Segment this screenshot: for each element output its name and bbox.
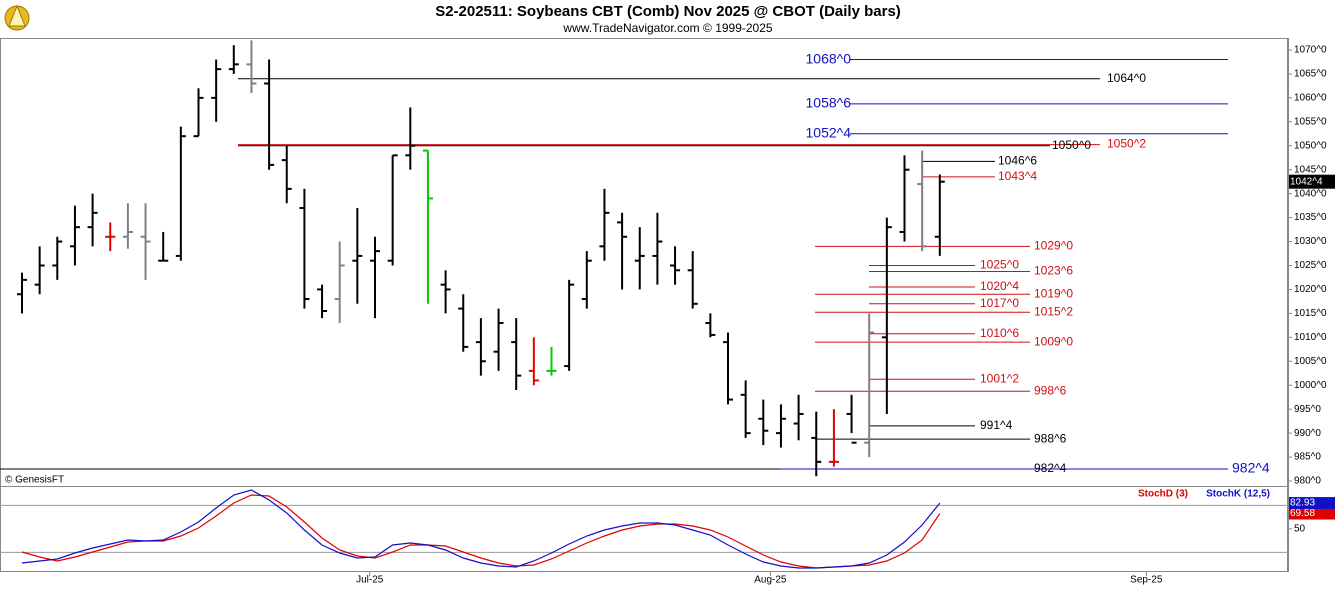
logo (4, 4, 30, 31)
y-tick-label: 1065^0 (1294, 69, 1327, 80)
y-tick-label: 1000^0 (1294, 380, 1327, 391)
y-tick-label: 50 (1294, 523, 1306, 534)
level-label: 988^6 (1034, 431, 1067, 445)
legend-entry: StochD (3) (1138, 489, 1188, 500)
y-tick-label: 1030^0 (1294, 236, 1327, 247)
level-label: 1043^4 (998, 169, 1037, 183)
legend-entry: StochK (12,5) (1206, 489, 1270, 500)
y-tick-label: 1060^0 (1294, 93, 1327, 104)
y-tick-label: 990^0 (1294, 428, 1321, 439)
level-label: 1025^0 (980, 258, 1019, 272)
y-tick-label: 1045^0 (1294, 164, 1327, 175)
level-label: 1019^0 (1034, 286, 1073, 300)
x-tick-label: Aug-25 (754, 575, 787, 586)
level-label: 1046^6 (998, 153, 1037, 167)
level-label: 1009^0 (1034, 334, 1073, 348)
y-tick-label: 1005^0 (1294, 356, 1327, 367)
y-tick-label: 1010^0 (1294, 332, 1327, 343)
x-tick-label: Sep-25 (1130, 575, 1163, 586)
stoch-line (21, 494, 941, 569)
value-box (1289, 507, 1335, 520)
last-price-label: 1042^4 (1290, 176, 1323, 187)
y-tick-label: 1020^0 (1294, 284, 1327, 295)
plot-frame (0, 38, 1288, 572)
value-box-label: 69.58 (1290, 508, 1315, 519)
level-label: 998^6 (1034, 383, 1067, 397)
level-label: 1001^2 (980, 371, 1019, 385)
x-tick-label: Jul-25 (356, 575, 384, 586)
level-label: 1050^0 (1052, 138, 1091, 152)
level-label: 1068^0 (806, 50, 852, 66)
level-label: 1023^6 (1034, 264, 1073, 278)
level-label: 982^4 (1232, 460, 1270, 476)
level-label: 982^4 (1034, 461, 1067, 475)
y-tick-label: 1050^0 (1294, 140, 1327, 151)
stoch-line (21, 489, 941, 569)
y-tick-label: 1040^0 (1294, 188, 1327, 199)
chart-title: S2-202511: Soybeans CBT (Comb) Nov 2025 … (435, 3, 901, 20)
source-note: © GenesisFT (5, 475, 64, 486)
chart-subtitle: www.TradeNavigator.com © 1999-2025 (562, 21, 772, 35)
level-label: 991^4 (980, 418, 1013, 432)
level-label: 1017^0 (980, 296, 1019, 310)
y-tick-label: 1070^0 (1294, 45, 1327, 56)
y-tick-label: 995^0 (1294, 404, 1321, 415)
level-label: 1015^2 (1034, 304, 1073, 318)
level-label: 1052^4 (806, 124, 852, 140)
y-tick-label: 980^0 (1294, 476, 1321, 487)
level-label: 1058^6 (806, 95, 852, 111)
y-tick-label: 985^0 (1294, 452, 1321, 463)
y-tick-label: 1015^0 (1294, 308, 1327, 319)
level-label: 1020^4 (980, 279, 1019, 293)
y-tick-label: 1035^0 (1294, 212, 1327, 223)
last-price-box (1289, 174, 1335, 189)
level-label: 1050^2 (1107, 137, 1146, 151)
value-box-label: 82.93 (1290, 498, 1315, 509)
level-label: 1029^0 (1034, 239, 1073, 253)
y-tick-label: 1055^0 (1294, 116, 1327, 127)
value-box (1289, 497, 1335, 510)
level-label: 1064^0 (1107, 71, 1146, 85)
level-label: 1010^6 (980, 326, 1019, 340)
y-tick-label: 1025^0 (1294, 260, 1327, 271)
